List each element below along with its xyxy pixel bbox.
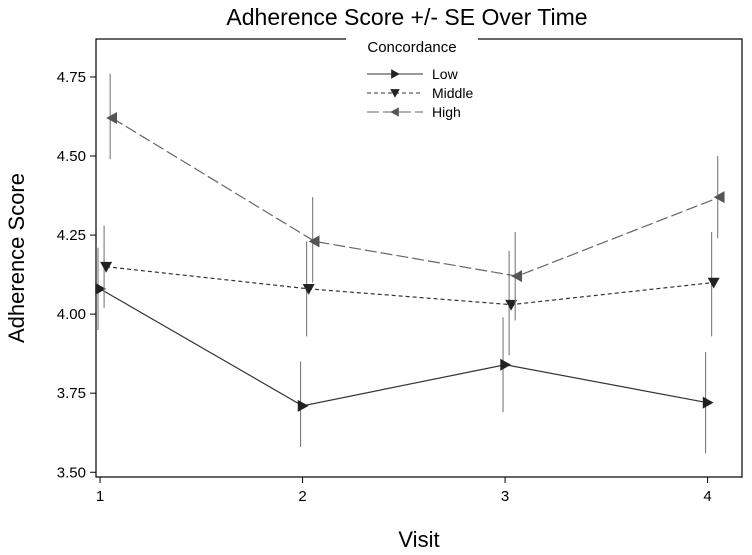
data-point [297, 399, 309, 412]
legend-item-low: Low [367, 66, 459, 82]
legend-marker [391, 69, 400, 79]
legend-label: High [432, 104, 461, 120]
legend-marker [390, 89, 400, 98]
data-point [308, 235, 320, 248]
x-tick-label: 3 [501, 488, 509, 505]
legend: Concordance Low Middle High [346, 31, 478, 123]
data-point [95, 282, 107, 295]
x-tick-label: 2 [298, 488, 306, 505]
legend-item-high: High [367, 104, 461, 120]
y-tick-label: 4.50 [57, 148, 86, 165]
y-axis-label: Adherence Score [4, 173, 29, 343]
x-axis-ticks: 1 2 3 4 [96, 477, 712, 505]
data-point [707, 277, 720, 289]
y-tick-label: 3.75 [57, 385, 86, 402]
series-low [95, 247, 714, 454]
y-tick-label: 3.50 [57, 464, 86, 481]
data-point [106, 112, 118, 125]
data-point [511, 270, 523, 283]
series-line [99, 288, 708, 407]
data-point [100, 261, 113, 273]
legend-marker [390, 107, 399, 117]
x-tick-label: 1 [96, 488, 104, 505]
data-point [702, 396, 714, 409]
legend-item-middle: Middle [367, 85, 473, 101]
data-point [713, 191, 725, 204]
series-middle [100, 225, 720, 356]
y-axis-ticks: 3.50 3.75 4.00 4.25 4.50 4.75 [57, 69, 96, 481]
y-tick-label: 4.00 [57, 306, 86, 323]
legend-background [346, 31, 478, 123]
series-line [111, 117, 720, 277]
y-tick-label: 4.25 [57, 227, 86, 244]
chart-title: Adherence Score +/- SE Over Time [226, 4, 587, 30]
series-line [106, 266, 714, 306]
legend-title: Concordance [367, 39, 456, 56]
x-axis-label: Visit [398, 527, 439, 552]
legend-label: Low [432, 66, 459, 82]
legend-items: Low Middle High [367, 66, 473, 120]
data-point [500, 358, 512, 371]
x-tick-label: 4 [703, 488, 711, 505]
legend-label: Middle [432, 85, 473, 101]
data-point [505, 299, 518, 311]
series-layer [95, 73, 725, 454]
series-high [106, 73, 725, 321]
y-tick-label: 4.75 [57, 69, 86, 86]
data-point [302, 284, 315, 295]
